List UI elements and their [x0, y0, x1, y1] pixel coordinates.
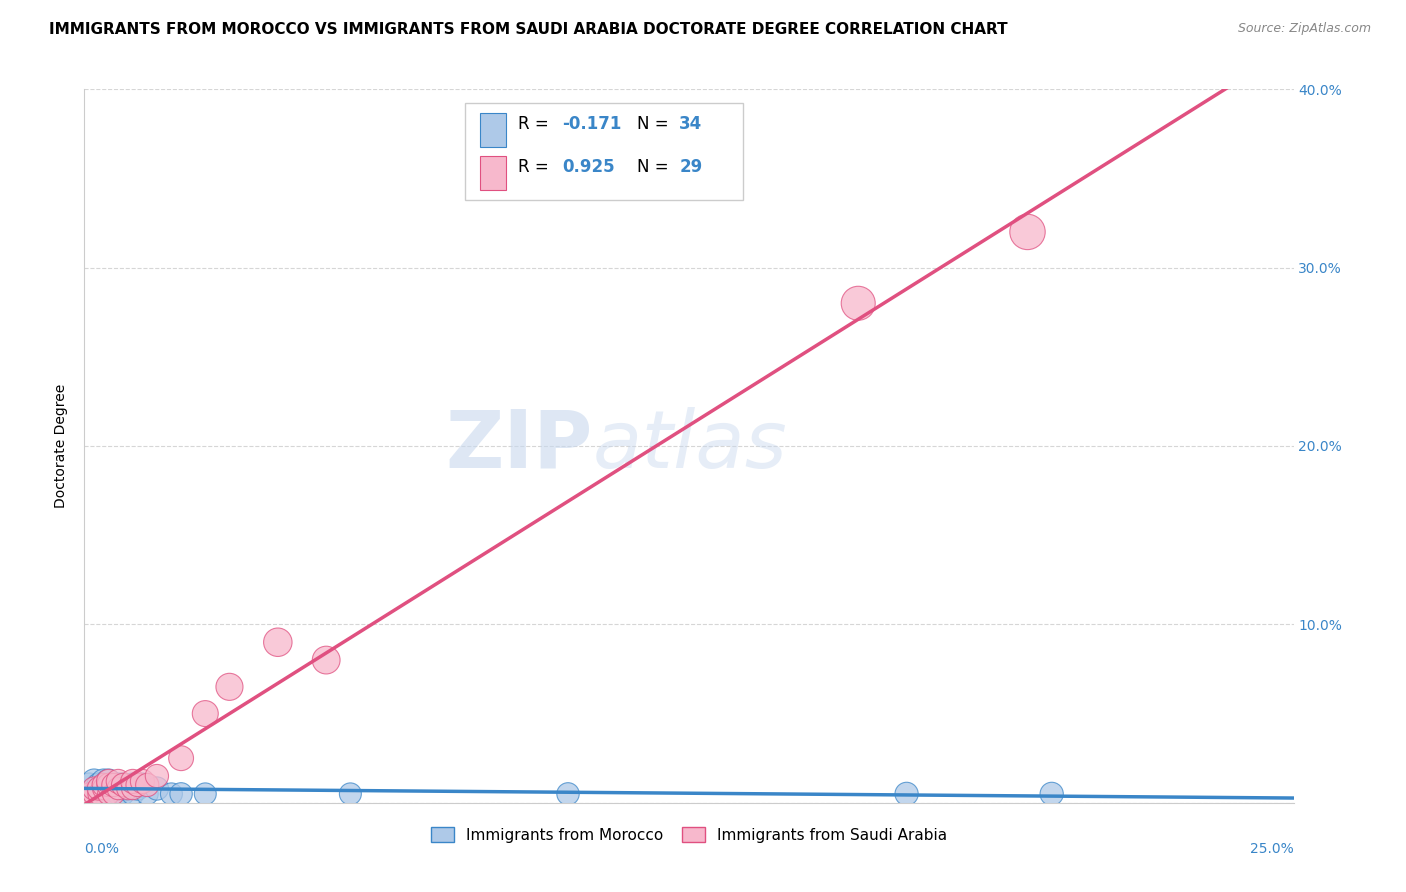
Point — [97, 787, 120, 801]
Text: 25.0%: 25.0% — [1250, 842, 1294, 856]
Point — [339, 787, 361, 801]
Point — [93, 778, 115, 792]
Point — [107, 774, 129, 789]
Point — [107, 778, 129, 792]
Point — [117, 781, 139, 796]
Point — [97, 778, 120, 792]
Point — [131, 778, 153, 792]
Point — [127, 781, 149, 796]
Text: IMMIGRANTS FROM MOROCCO VS IMMIGRANTS FROM SAUDI ARABIA DOCTORATE DEGREE CORRELA: IMMIGRANTS FROM MOROCCO VS IMMIGRANTS FR… — [49, 22, 1008, 37]
Text: atlas: atlas — [592, 407, 787, 485]
Point — [121, 778, 143, 792]
Point — [87, 787, 110, 801]
Text: Source: ZipAtlas.com: Source: ZipAtlas.com — [1237, 22, 1371, 36]
Text: N =: N = — [637, 158, 673, 176]
Point — [127, 778, 149, 792]
Point — [97, 787, 120, 801]
Point — [146, 781, 169, 796]
Text: R =: R = — [519, 158, 554, 176]
Point — [846, 296, 869, 310]
Point — [83, 781, 105, 796]
Point — [146, 769, 169, 783]
Point — [112, 778, 135, 792]
Point — [77, 778, 100, 792]
Y-axis label: Doctorate Degree: Doctorate Degree — [55, 384, 69, 508]
Text: 34: 34 — [679, 115, 703, 133]
Point — [97, 781, 120, 796]
Legend: Immigrants from Morocco, Immigrants from Saudi Arabia: Immigrants from Morocco, Immigrants from… — [425, 821, 953, 848]
Point — [87, 787, 110, 801]
Point — [93, 774, 115, 789]
Point — [160, 787, 183, 801]
Text: 29: 29 — [679, 158, 703, 176]
Text: 0.925: 0.925 — [562, 158, 614, 176]
Text: ZIP: ZIP — [444, 407, 592, 485]
Point — [121, 774, 143, 789]
Point — [136, 787, 159, 801]
Point — [170, 751, 193, 765]
Point — [107, 781, 129, 796]
Point — [103, 781, 125, 796]
Point — [136, 778, 159, 792]
Point — [93, 778, 115, 792]
Point — [117, 781, 139, 796]
Point — [1017, 225, 1039, 239]
Point — [315, 653, 337, 667]
Point — [107, 787, 129, 801]
Bar — [479, 112, 506, 147]
Point — [77, 787, 100, 801]
Point — [93, 781, 115, 796]
Point — [83, 774, 105, 789]
Point — [1040, 787, 1063, 801]
Point — [131, 774, 153, 789]
Point — [103, 787, 125, 801]
Point — [87, 781, 110, 796]
FancyBboxPatch shape — [465, 103, 744, 200]
Text: R =: R = — [519, 115, 554, 133]
Point — [896, 787, 918, 801]
Point — [267, 635, 290, 649]
Point — [112, 781, 135, 796]
Point — [103, 778, 125, 792]
Point — [112, 778, 135, 792]
Point — [121, 781, 143, 796]
Point — [97, 774, 120, 789]
Text: N =: N = — [637, 115, 673, 133]
Point — [170, 787, 193, 801]
Point — [97, 774, 120, 789]
Point — [83, 787, 105, 801]
Point — [97, 778, 120, 792]
Point — [194, 706, 217, 721]
Text: 0.0%: 0.0% — [84, 842, 120, 856]
Point — [218, 680, 240, 694]
Point — [87, 778, 110, 792]
Point — [83, 781, 105, 796]
Point — [87, 781, 110, 796]
Point — [557, 787, 579, 801]
Text: -0.171: -0.171 — [562, 115, 621, 133]
Point — [103, 787, 125, 801]
Point — [194, 787, 217, 801]
Point — [93, 781, 115, 796]
Point — [112, 787, 135, 801]
Point — [121, 787, 143, 801]
Bar — [479, 156, 506, 190]
